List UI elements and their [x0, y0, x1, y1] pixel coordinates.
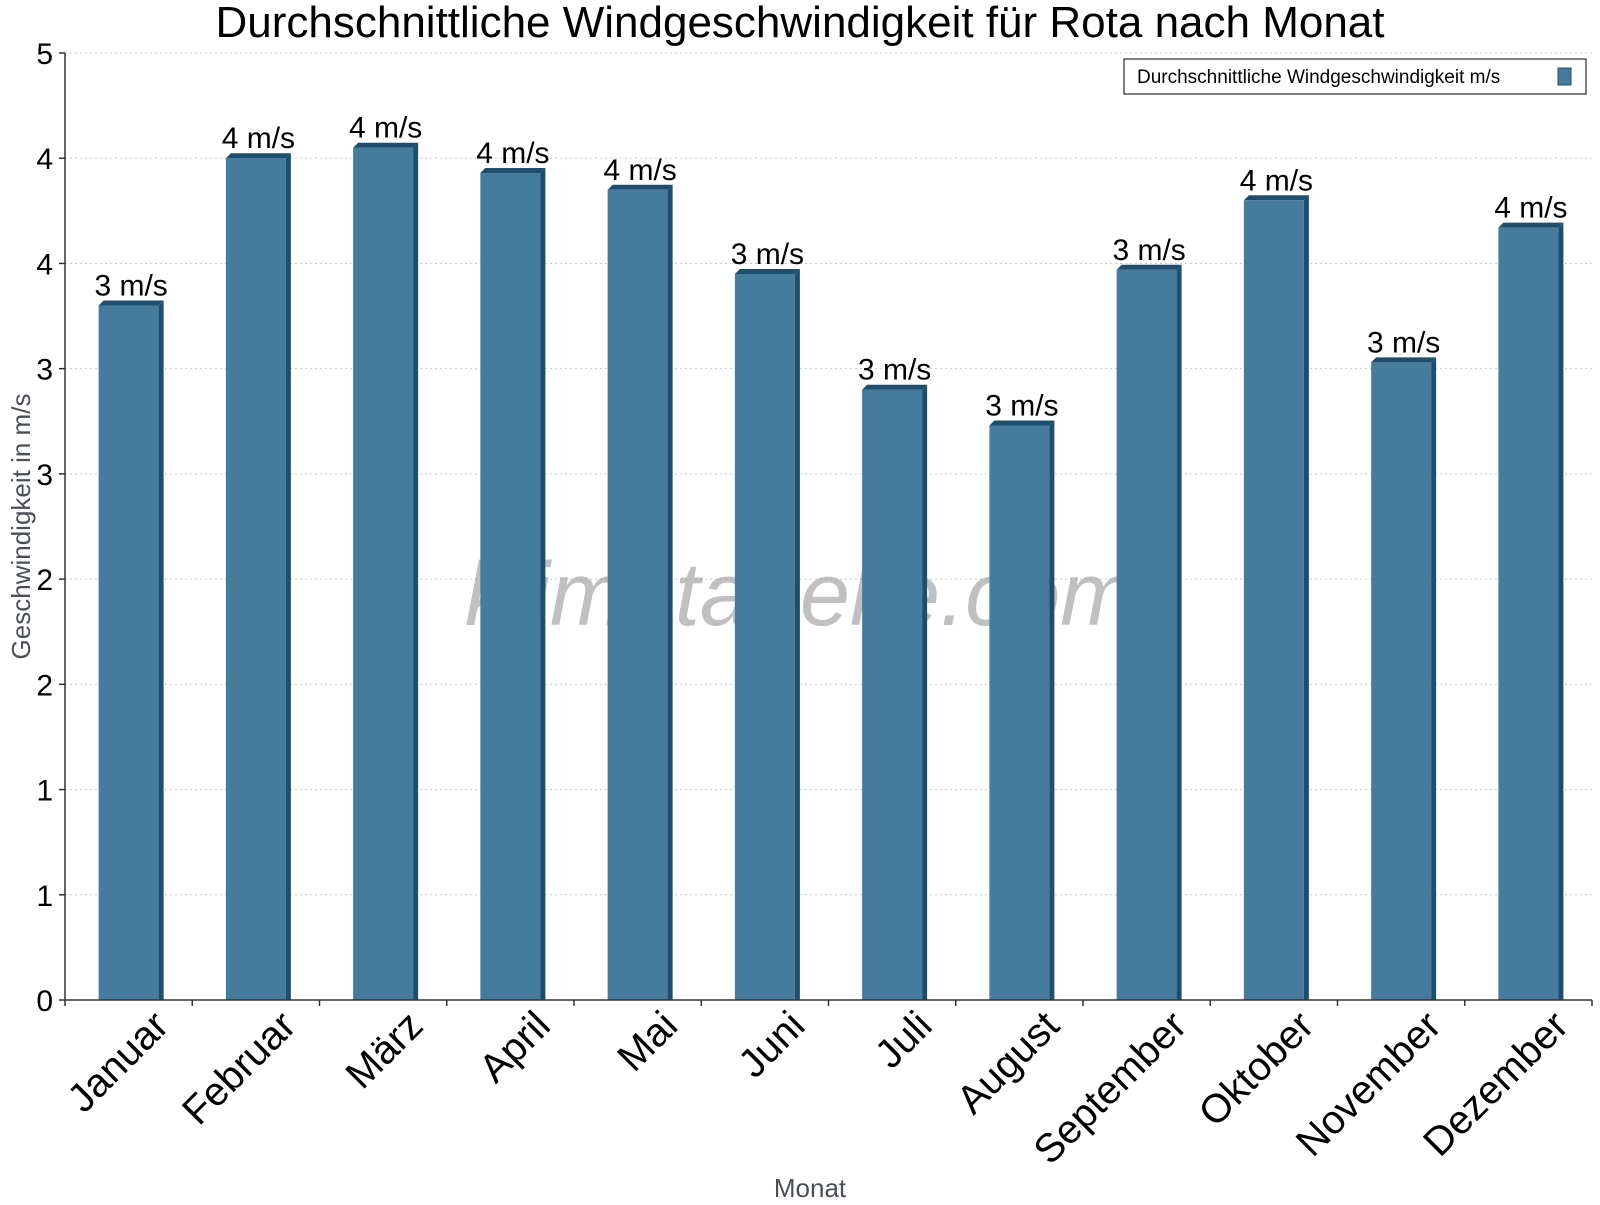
data-label: 3 m/s: [1112, 234, 1185, 267]
bar-top: [734, 268, 800, 274]
bar-top: [1371, 357, 1437, 363]
bar-front: [989, 425, 1050, 1000]
bar-side: [1049, 420, 1055, 1000]
legend-swatch: [1557, 67, 1572, 86]
y-tick-label: 3: [36, 354, 53, 387]
y-tick-label: 5: [36, 38, 53, 71]
data-labels: 3 m/s 4 m/s 4 m/s 4 m/s 4 m/s 3 m/s 3 m/s 3 m/s…: [94, 112, 1567, 423]
bar: [734, 268, 800, 1000]
bar: [1371, 357, 1437, 1000]
x-tick-label: April: [471, 1003, 559, 1091]
bar: [607, 184, 673, 1001]
axes: [59, 52, 1593, 1006]
bar: [1116, 264, 1182, 1000]
x-tick-label: August: [949, 1003, 1068, 1122]
data-label: 4 m/s: [349, 112, 422, 145]
bar-front: [353, 147, 414, 1000]
bar-side: [1176, 264, 1182, 1000]
bar-side: [158, 300, 164, 1000]
bar-front: [480, 172, 541, 1000]
gridlines: [65, 52, 1592, 896]
bar-top: [353, 142, 419, 148]
y-tick-label: 1: [36, 880, 53, 913]
y-tick-labels: 0 1 1 2 2 3 3 4 4 5: [36, 38, 53, 1018]
bar-side: [794, 268, 800, 1000]
legend-box: [1123, 58, 1587, 95]
chart-title: Durchschnittliche Windgeschwindigkeit fü…: [215, 0, 1384, 47]
bar: [1498, 222, 1564, 1000]
bar-side: [667, 184, 673, 1001]
bar-front: [1116, 269, 1177, 1000]
x-tick-label: Februar: [174, 1003, 304, 1133]
data-label: 3 m/s: [731, 238, 804, 271]
bar-side: [413, 142, 419, 1000]
bar: [225, 153, 291, 1000]
data-label: 4 m/s: [476, 137, 549, 170]
y-tick-label: 0: [36, 985, 53, 1018]
bar-front: [607, 189, 668, 1001]
bar-side: [922, 384, 928, 1000]
bar-side: [1558, 222, 1564, 1000]
bar-front: [734, 273, 795, 1000]
bar: [989, 420, 1055, 1000]
bar-side: [540, 167, 546, 1000]
data-label: 3 m/s: [94, 270, 167, 303]
bar-top: [1243, 195, 1309, 201]
bar-top: [480, 167, 546, 173]
y-tick-label: 4: [36, 143, 53, 176]
data-label: 3 m/s: [1367, 326, 1440, 359]
bar: [480, 167, 546, 1000]
data-label: 4 m/s: [1240, 164, 1313, 197]
y-axis-title: Geschwindigkeit in m/s: [6, 394, 36, 660]
bar-top: [1498, 222, 1564, 228]
bar: [98, 300, 164, 1000]
bar-front: [1371, 362, 1432, 1000]
y-tick-label: 2: [36, 669, 53, 702]
y-tick-label: 2: [36, 564, 53, 597]
x-axis-title: Monat: [774, 1173, 847, 1200]
bar-front: [1498, 227, 1559, 1000]
data-label: 4 m/s: [222, 122, 295, 155]
bar-top: [225, 153, 291, 159]
data-label: 4 m/s: [1494, 192, 1567, 225]
x-tick-label: Juli: [867, 1003, 941, 1077]
x-tick-label: Mai: [609, 1003, 686, 1080]
data-label: 3 m/s: [858, 354, 931, 387]
x-tick-label: Juni: [730, 1003, 813, 1086]
bar-top: [862, 384, 928, 390]
bar-top: [607, 184, 673, 190]
bar-front: [1243, 200, 1304, 1001]
bar: [1243, 195, 1309, 1001]
legend: Durchschnittliche Windgeschwindigkeit m/…: [1123, 58, 1587, 95]
bar-top: [1116, 264, 1182, 270]
x-tick-label: Januar: [59, 1003, 177, 1121]
bar-front: [862, 389, 923, 1000]
bar-side: [285, 153, 291, 1000]
bar-front: [98, 305, 159, 1000]
legend-label: Durchschnittliche Windgeschwindigkeit m/…: [1137, 67, 1500, 88]
bar-top: [98, 300, 164, 306]
bar: [862, 384, 928, 1000]
data-label: 3 m/s: [985, 389, 1058, 422]
bar: [353, 142, 419, 1000]
x-tick-label: Oktober: [1191, 1003, 1323, 1135]
x-tick-label: März: [338, 1003, 432, 1097]
y-tick-label: 3: [36, 459, 53, 492]
y-tick-label: 1: [36, 775, 53, 808]
bar-side: [1431, 357, 1437, 1000]
bar-side: [1303, 195, 1309, 1001]
bar-front: [225, 158, 286, 1000]
bar-top: [989, 420, 1055, 426]
y-tick-label: 4: [36, 248, 53, 281]
bars: [98, 142, 1564, 1001]
data-label: 4 m/s: [603, 154, 676, 187]
